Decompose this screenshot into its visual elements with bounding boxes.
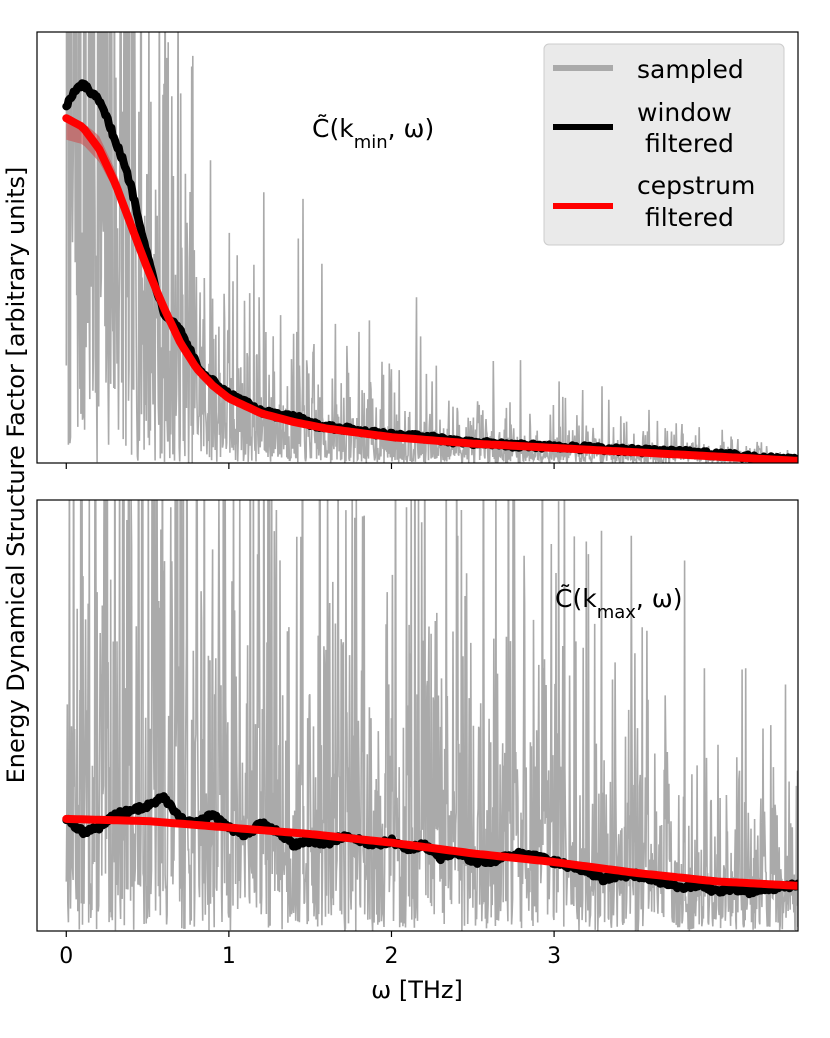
bottom-plot-frame — [36, 499, 799, 932]
x-tick-label: 2 — [384, 944, 398, 969]
bottom-annotation: C̃(kmax, ω) — [555, 584, 683, 623]
legend-label-sampled: sampled — [637, 55, 744, 84]
legend: sampled window filtered cepstrum filtere… — [543, 43, 785, 246]
sampled-series-line — [65, 500, 798, 931]
legend-box — [543, 43, 785, 246]
top-panel: C̃(kmin, ω) sampled window filtered ceps… — [36, 31, 799, 469]
x-axis-label: ω [THz] — [371, 976, 463, 1004]
bottom-panel: 0 1 2 3 C̃(kmax, ω) — [36, 499, 799, 969]
x-tick-label: 1 — [222, 944, 236, 969]
legend-label-cepstrum-line1: cepstrum — [637, 171, 755, 200]
legend-label-window-line1: window — [637, 98, 732, 127]
legend-label-cepstrum-line2: filtered — [645, 203, 734, 232]
cepstrum-filtered-series-line — [62, 814, 798, 890]
y-axis-label: Energy Dynamical Structure Factor [arbit… — [2, 167, 30, 784]
legend-label-window-line2: filtered — [645, 129, 734, 158]
top-annotation: C̃(kmin, ω) — [312, 114, 434, 153]
cepstrum-filtered-series-line — [62, 114, 798, 463]
x-tick-label: 3 — [547, 944, 561, 969]
top-plot-frame — [36, 31, 799, 464]
sampled-series-line — [65, 32, 798, 463]
x-tick-label: 0 — [59, 944, 73, 969]
